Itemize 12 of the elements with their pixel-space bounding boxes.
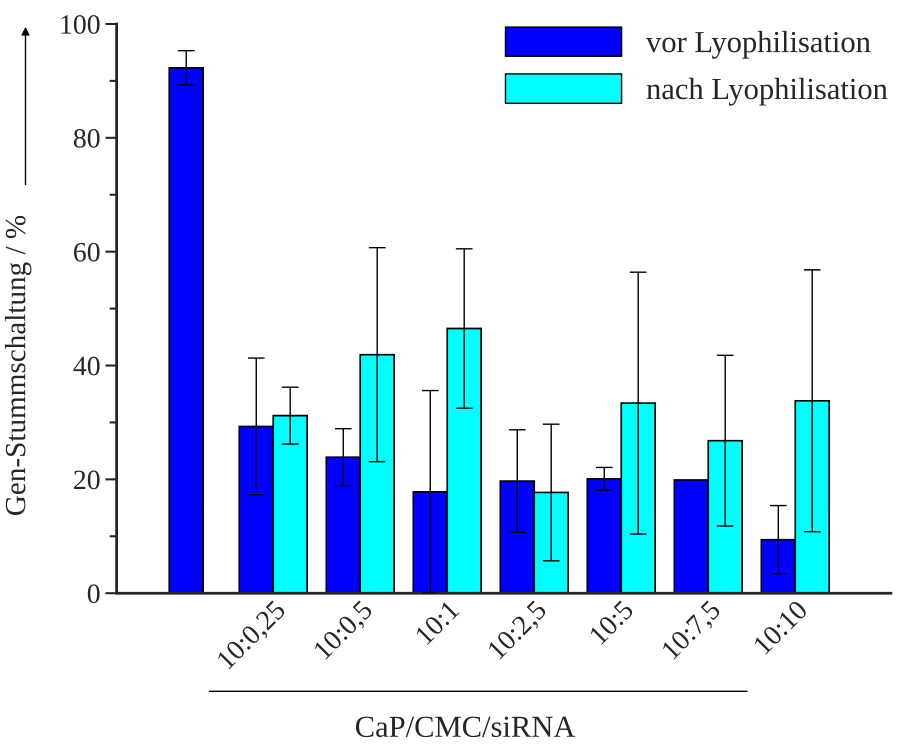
y-tick-label: 40 — [73, 356, 100, 376]
y-tick-label: 80 — [74, 128, 100, 148]
x-tick-label: 10:1 — [414, 600, 460, 646]
y-tick-label: 0 — [88, 584, 100, 604]
y-tick-label: 60 — [74, 242, 100, 262]
legend-label: nach Lyophilisation — [646, 78, 888, 106]
y-axis-title: Gen-Stummschaltung / % — [4, 216, 32, 515]
x-axis-title: CaP/CMC/siRNA — [356, 716, 576, 738]
y-tick-label: 20 — [74, 470, 100, 490]
legend-label: vor Lyophilisation — [646, 30, 870, 59]
x-tick-label: 10:5 — [588, 599, 634, 646]
y-tick-label: 100 — [61, 15, 100, 34]
